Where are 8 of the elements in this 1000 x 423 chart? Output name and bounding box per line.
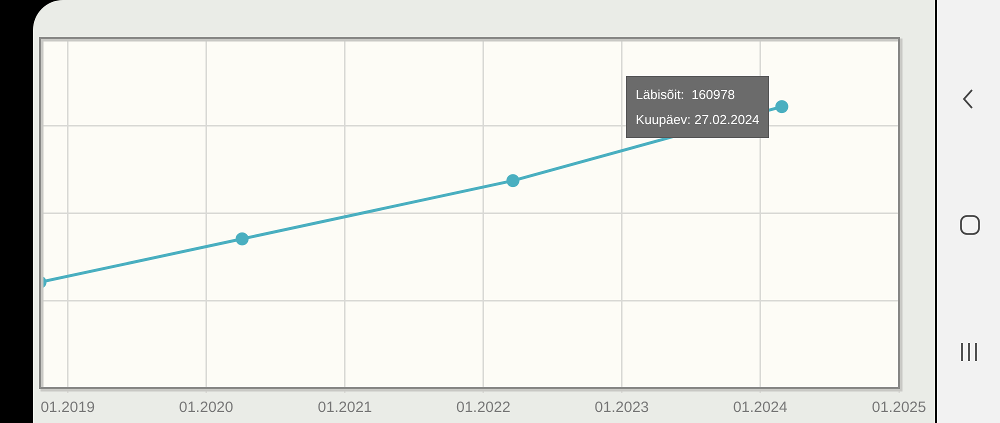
x-tick-label: 01.2019 [40,399,95,416]
x-tick-label: 01.2021 [318,399,372,416]
x-tick-label: 01.2024 [733,399,788,416]
x-tick-label: 01.2020 [178,399,234,416]
x-tick-label: 01.2025 [872,399,926,416]
x-tick-label: 01.2022 [456,399,510,416]
annotation: Läbisõit: 160978 Kuupäev: 27.02.2024 [626,76,770,138]
x-tick-label: 01.2023 [594,399,649,416]
